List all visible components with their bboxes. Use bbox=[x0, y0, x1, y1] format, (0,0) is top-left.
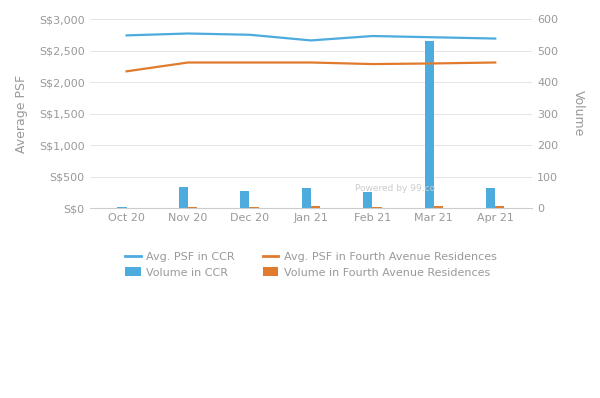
Bar bbox=[179, 187, 188, 208]
Bar bbox=[311, 206, 320, 208]
Text: Powered by 99.co: Powered by 99.co bbox=[355, 184, 435, 193]
Bar bbox=[486, 187, 495, 208]
Bar bbox=[373, 207, 382, 208]
Bar bbox=[495, 206, 505, 208]
Legend: Avg. PSF in CCR, Volume in CCR, Avg. PSF in Fourth Avenue Residences, Volume in : Avg. PSF in CCR, Volume in CCR, Avg. PSF… bbox=[121, 247, 501, 282]
Bar bbox=[363, 192, 373, 208]
Bar bbox=[250, 207, 259, 208]
Bar bbox=[425, 41, 434, 208]
Bar bbox=[240, 191, 250, 208]
Y-axis label: Volume: Volume bbox=[572, 90, 585, 137]
Bar bbox=[118, 207, 127, 208]
Bar bbox=[302, 187, 311, 208]
Y-axis label: Average PSF: Average PSF bbox=[15, 74, 28, 152]
Bar bbox=[434, 206, 443, 208]
Bar bbox=[188, 207, 197, 208]
